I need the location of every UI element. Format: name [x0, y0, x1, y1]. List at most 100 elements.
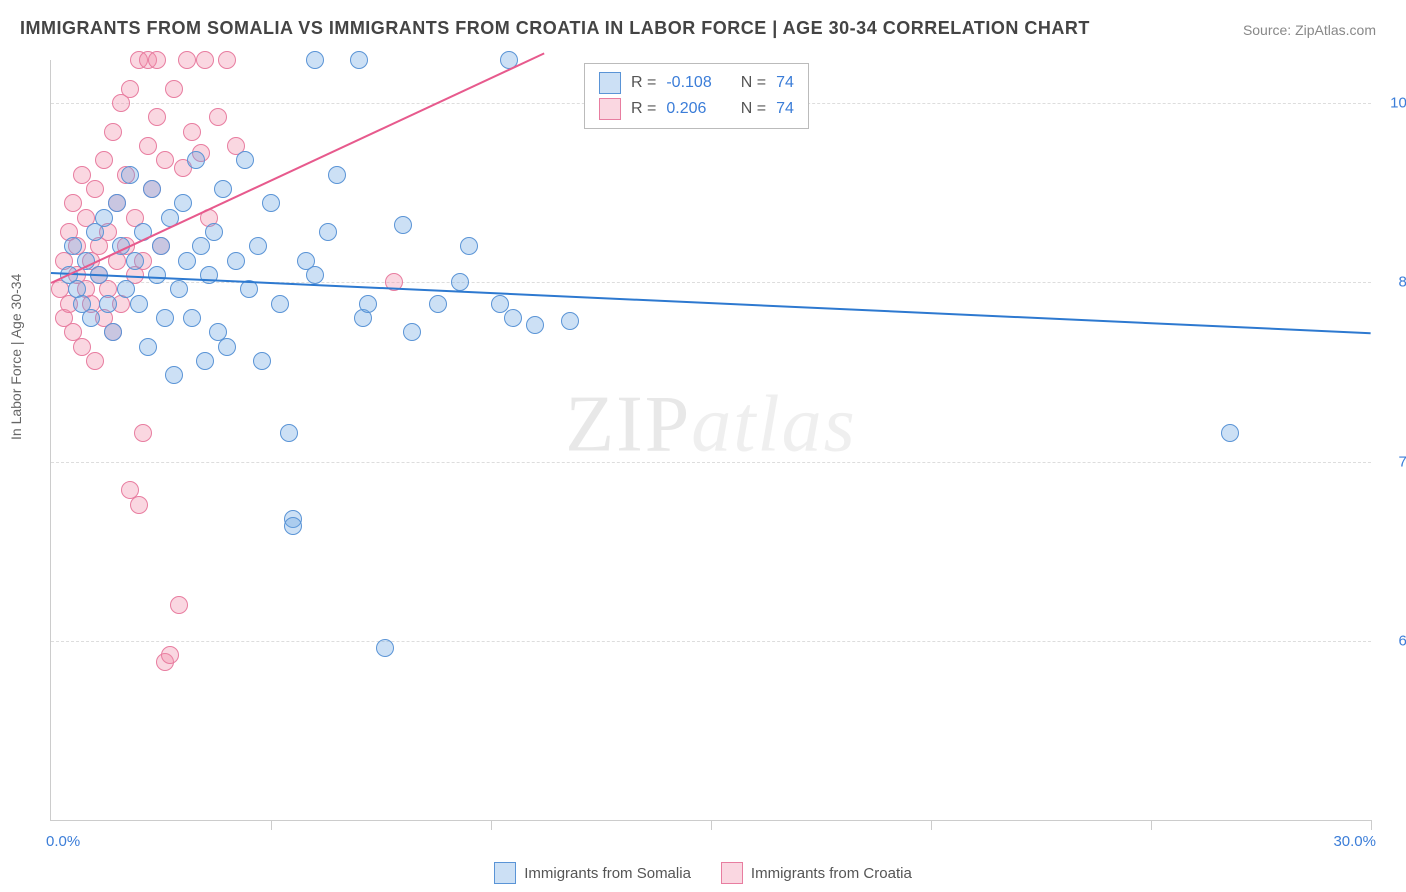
scatter-point — [82, 309, 100, 327]
scatter-point — [306, 266, 324, 284]
legend-swatch — [599, 72, 621, 94]
scatter-point — [183, 309, 201, 327]
scatter-point — [192, 237, 210, 255]
scatter-point — [73, 338, 91, 356]
scatter-point — [156, 309, 174, 327]
r-value: -0.108 — [666, 74, 726, 92]
y-tick-label: 62.5% — [1398, 632, 1406, 649]
x-tick — [711, 820, 712, 830]
x-tick-min: 0.0% — [46, 833, 80, 850]
watermark: ZIPatlas — [565, 379, 857, 470]
scatter-point — [236, 151, 254, 169]
chart-title: IMMIGRANTS FROM SOMALIA VS IMMIGRANTS FR… — [20, 18, 1090, 39]
scatter-point — [178, 51, 196, 69]
scatter-point — [64, 237, 82, 255]
x-tick — [1371, 820, 1372, 830]
stats-legend: R = -0.108 N = 74R = 0.206 N = 74 — [584, 63, 809, 129]
scatter-point — [130, 496, 148, 514]
scatter-point — [504, 309, 522, 327]
scatter-point — [1221, 424, 1239, 442]
x-tick — [271, 820, 272, 830]
r-label: R = — [631, 74, 656, 92]
legend-label: Immigrants from Croatia — [751, 865, 912, 882]
gridline-h — [51, 462, 1371, 463]
y-tick-label: 100.0% — [1390, 95, 1406, 112]
scatter-point — [161, 646, 179, 664]
scatter-point — [196, 51, 214, 69]
y-axis-label: In Labor Force | Age 30-34 — [8, 274, 24, 440]
legend-item: Immigrants from Croatia — [721, 862, 912, 884]
scatter-point — [148, 108, 166, 126]
x-tick — [1151, 820, 1152, 830]
scatter-point — [394, 216, 412, 234]
scatter-point — [491, 295, 509, 313]
scatter-point — [218, 338, 236, 356]
y-tick-label: 75.0% — [1398, 453, 1406, 470]
n-value: 74 — [776, 100, 794, 118]
scatter-point — [350, 51, 368, 69]
scatter-point — [143, 180, 161, 198]
scatter-point — [139, 338, 157, 356]
r-label: R = — [631, 100, 656, 118]
scatter-point — [165, 366, 183, 384]
scatter-point — [280, 424, 298, 442]
x-tick-max: 30.0% — [1333, 833, 1376, 850]
scatter-point — [165, 80, 183, 98]
gridline-h — [51, 641, 1371, 642]
scatter-point — [156, 151, 174, 169]
plot-area: ZIPatlas 0.0% 30.0% 62.5%75.0%87.5%100.0… — [50, 60, 1371, 821]
scatter-point — [376, 639, 394, 657]
scatter-point — [134, 424, 152, 442]
scatter-point — [319, 223, 337, 241]
legend-swatch — [599, 98, 621, 120]
scatter-point — [196, 352, 214, 370]
scatter-point — [130, 295, 148, 313]
scatter-point — [403, 323, 421, 341]
legend-item: Immigrants from Somalia — [494, 862, 691, 884]
n-label: N = — [736, 100, 766, 118]
scatter-point — [86, 180, 104, 198]
scatter-point — [526, 316, 544, 334]
scatter-point — [205, 223, 223, 241]
scatter-point — [460, 237, 478, 255]
x-tick — [491, 820, 492, 830]
scatter-point — [152, 237, 170, 255]
scatter-point — [73, 166, 91, 184]
n-label: N = — [736, 74, 766, 92]
scatter-point — [148, 266, 166, 284]
scatter-point — [104, 123, 122, 141]
scatter-point — [148, 51, 166, 69]
scatter-point — [183, 123, 201, 141]
scatter-point — [99, 295, 117, 313]
scatter-point — [451, 273, 469, 291]
scatter-point — [209, 108, 227, 126]
source-attribution: Source: ZipAtlas.com — [1243, 22, 1376, 38]
scatter-point — [121, 166, 139, 184]
r-value: 0.206 — [666, 100, 726, 118]
stats-row: R = 0.206 N = 74 — [599, 96, 794, 122]
scatter-point — [64, 194, 82, 212]
scatter-point — [284, 517, 302, 535]
scatter-point — [328, 166, 346, 184]
scatter-point — [306, 51, 324, 69]
scatter-point — [108, 194, 126, 212]
scatter-point — [271, 295, 289, 313]
scatter-point — [359, 295, 377, 313]
scatter-point — [174, 194, 192, 212]
scatter-point — [227, 252, 245, 270]
y-tick-label: 87.5% — [1398, 274, 1406, 291]
scatter-point — [561, 312, 579, 330]
legend-swatch — [721, 862, 743, 884]
scatter-point — [178, 252, 196, 270]
x-tick — [931, 820, 932, 830]
scatter-point — [253, 352, 271, 370]
scatter-point — [218, 51, 236, 69]
scatter-point — [262, 194, 280, 212]
scatter-point — [117, 280, 135, 298]
scatter-point — [104, 323, 122, 341]
scatter-point — [170, 596, 188, 614]
scatter-point — [139, 137, 157, 155]
bottom-legend: Immigrants from Somalia Immigrants from C… — [0, 862, 1406, 884]
scatter-point — [214, 180, 232, 198]
scatter-point — [429, 295, 447, 313]
